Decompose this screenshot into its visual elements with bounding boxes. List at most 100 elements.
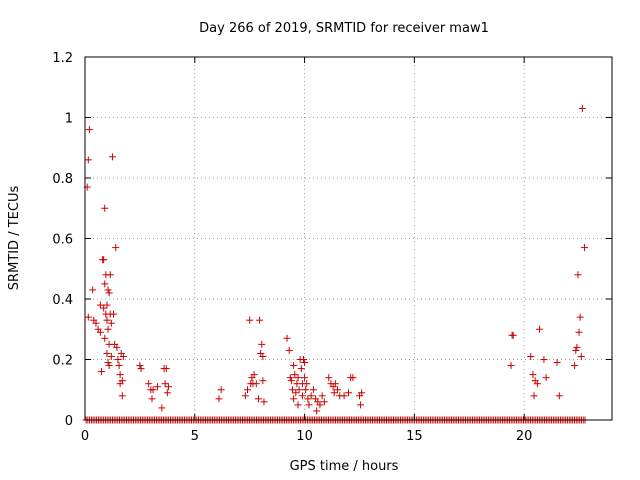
data-point xyxy=(349,374,357,382)
data-point xyxy=(217,386,225,394)
data-point xyxy=(295,386,303,394)
data-point xyxy=(573,343,581,351)
x-tick-label: 20 xyxy=(516,429,533,444)
x-tick-label: 10 xyxy=(296,429,313,444)
data-point xyxy=(292,389,300,397)
data-point xyxy=(533,380,541,388)
data-point xyxy=(286,374,294,382)
data-point xyxy=(283,334,291,342)
tick-labels: 0 5 10 15 20 0 0.2 0.4 0.6 0.8 1 1.2 xyxy=(52,51,532,444)
data-point xyxy=(92,319,100,327)
data-point xyxy=(290,395,298,403)
data-point xyxy=(215,395,223,403)
data-point xyxy=(309,386,317,394)
data-point xyxy=(100,256,108,264)
y-tick-label: 1 xyxy=(65,112,73,127)
data-point xyxy=(258,340,266,348)
data-point xyxy=(256,316,264,324)
data-point xyxy=(318,392,326,400)
data-point xyxy=(246,316,254,324)
data-point xyxy=(316,401,324,409)
data-point xyxy=(161,380,169,388)
data-point xyxy=(340,392,348,400)
data-point xyxy=(320,398,328,406)
data-point xyxy=(578,104,586,112)
y-tick-label: 0.6 xyxy=(52,233,73,248)
data-point xyxy=(304,395,312,403)
data-point xyxy=(97,368,105,376)
data-point xyxy=(104,325,112,333)
data-point xyxy=(301,359,309,367)
data-point xyxy=(302,386,310,394)
data-point xyxy=(107,352,115,360)
data-point xyxy=(529,371,537,379)
data-point xyxy=(100,304,108,312)
data-point xyxy=(101,280,109,288)
data-point xyxy=(112,244,120,252)
data-point xyxy=(285,346,293,354)
data-point xyxy=(106,271,114,279)
data-point xyxy=(107,319,115,327)
data-point xyxy=(114,356,122,363)
data-point xyxy=(149,386,157,394)
data-point xyxy=(105,362,113,370)
data-point xyxy=(357,401,365,409)
data-point xyxy=(294,401,302,409)
data-point xyxy=(576,313,584,321)
data-point xyxy=(164,383,172,391)
data-point xyxy=(96,328,104,336)
data-point xyxy=(291,371,299,379)
data-point xyxy=(104,286,112,294)
data-point xyxy=(259,352,267,360)
y-tick-label: 1.2 xyxy=(52,51,73,66)
axis-ticks xyxy=(84,56,612,421)
data-point xyxy=(243,386,251,394)
data-point xyxy=(103,349,111,357)
data-point xyxy=(118,377,126,385)
data-point xyxy=(330,389,338,397)
data-point xyxy=(581,244,589,252)
data-point xyxy=(105,289,113,297)
data-point xyxy=(289,386,297,394)
grid-lines xyxy=(85,57,612,420)
y-tick-label: 0.2 xyxy=(52,354,73,369)
data-point xyxy=(297,365,305,373)
data-point xyxy=(158,404,166,412)
data-point xyxy=(299,356,307,363)
data-point xyxy=(115,362,123,370)
data-point xyxy=(136,362,144,370)
data-point xyxy=(118,392,126,400)
x-tick-label: 0 xyxy=(81,429,89,444)
data-point xyxy=(290,362,298,370)
data-point xyxy=(345,389,352,397)
data-point xyxy=(509,331,517,339)
data-point xyxy=(104,359,112,367)
data-point xyxy=(137,365,145,373)
data-point xyxy=(507,362,515,370)
data-point xyxy=(574,271,582,279)
data-point xyxy=(331,380,339,388)
data-point xyxy=(103,316,111,324)
data-point xyxy=(294,374,302,382)
data-point xyxy=(307,392,315,400)
data-point xyxy=(108,153,116,161)
data-point xyxy=(163,389,171,397)
data-point xyxy=(84,313,92,321)
y-tick-label: 0 xyxy=(65,414,73,429)
data-point xyxy=(358,389,366,397)
data-point xyxy=(241,392,249,400)
data-point xyxy=(113,343,121,351)
chart-title: Day 266 of 2019, SRMTID for receiver maw… xyxy=(199,21,489,36)
y-tick-label: 0.8 xyxy=(52,172,73,187)
x-tick-label: 15 xyxy=(406,429,423,444)
data-point xyxy=(303,380,311,388)
data-point xyxy=(145,380,153,388)
y-tick-label: 0.4 xyxy=(52,293,73,308)
data-point xyxy=(260,398,268,406)
x-axis-label: GPS time / hours xyxy=(290,459,399,474)
data-point xyxy=(287,377,295,385)
data-point xyxy=(254,395,262,403)
data-point xyxy=(162,365,170,373)
data-point xyxy=(116,371,124,379)
